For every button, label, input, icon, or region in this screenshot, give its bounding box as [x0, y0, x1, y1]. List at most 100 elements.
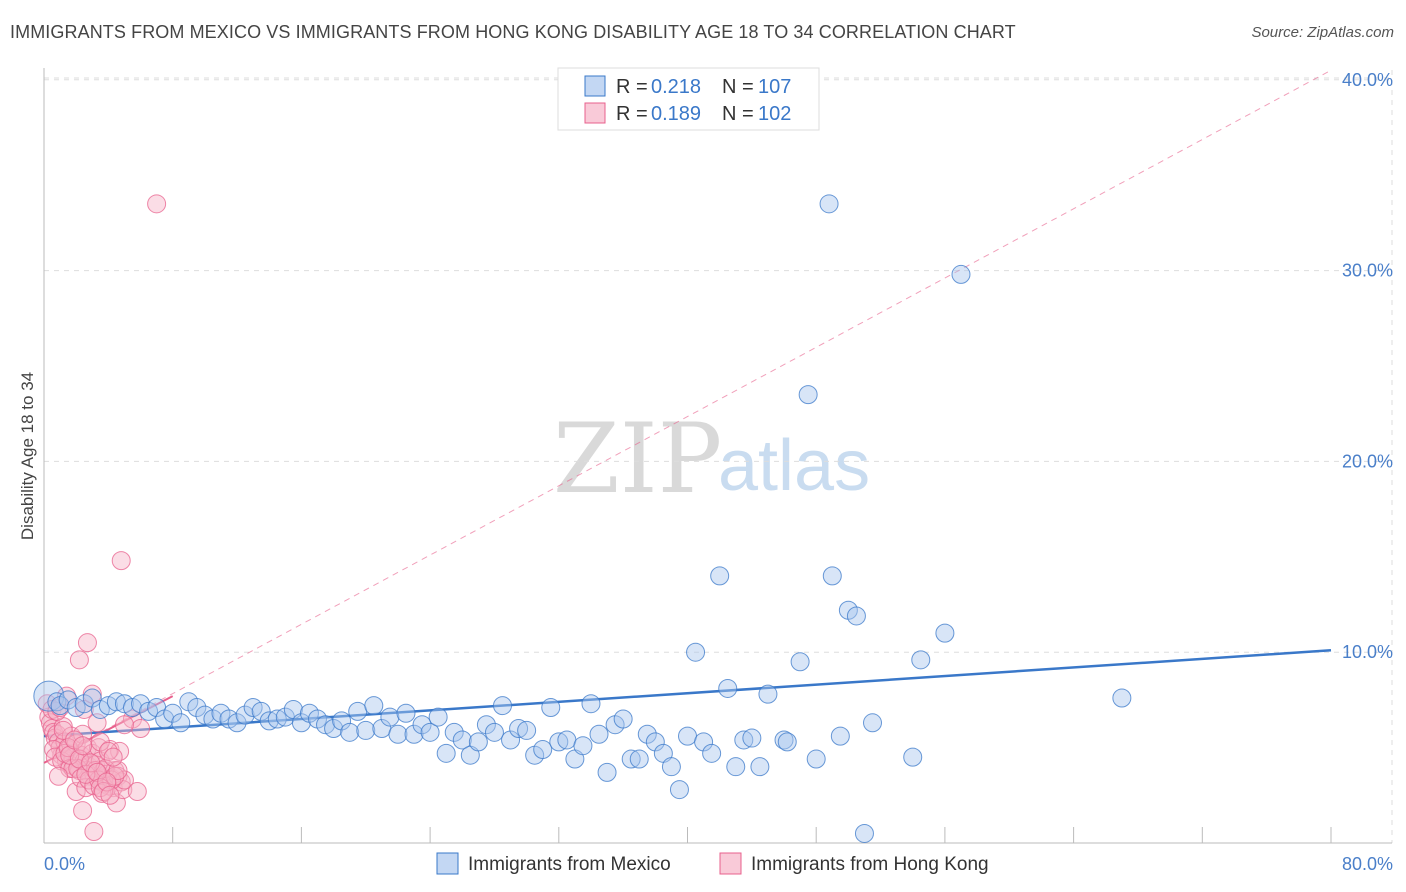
legend-r-value-hongkong: 0.189 — [651, 103, 701, 125]
trend-layer — [43, 69, 1332, 764]
x-tick-label: 0.0% — [44, 854, 85, 874]
hongkong-point — [48, 766, 68, 786]
mexico-point — [356, 720, 376, 740]
mexico-point — [267, 709, 287, 729]
mexico-point — [388, 724, 408, 744]
mexico-point — [790, 652, 810, 672]
mexico-point — [822, 566, 842, 586]
mexico-point — [734, 730, 754, 750]
mexico-point — [661, 757, 681, 777]
mexico-point — [863, 713, 883, 733]
mexico-point — [726, 757, 746, 777]
legend-r-label-mexico: R = — [616, 76, 648, 98]
hongkong-point — [69, 650, 89, 670]
legend-n-value-hongkong: 102 — [758, 103, 791, 125]
hongkong-point — [114, 715, 134, 735]
mexico-point — [613, 709, 633, 729]
mexico-point — [903, 747, 923, 767]
mexico-point — [581, 694, 601, 714]
mexico-point — [324, 719, 344, 739]
mexico-point — [452, 730, 472, 750]
mexico-point — [710, 566, 730, 586]
mexico-point — [163, 703, 183, 723]
mexico-point — [911, 650, 931, 670]
mexico-point — [436, 743, 456, 763]
mexico-point — [935, 623, 955, 643]
mexico-point — [501, 730, 521, 750]
mexico-point — [1112, 688, 1132, 708]
grid-layer — [44, 70, 1393, 843]
mexico-point — [573, 736, 593, 756]
y-tick-label: 30.0% — [1342, 261, 1393, 281]
legend-r-label-hongkong: R = — [616, 103, 648, 125]
series-swatch-mexico — [436, 852, 459, 875]
mexico-point — [742, 728, 762, 748]
mexico-point — [484, 722, 504, 742]
legend-n-label-mexico: N = — [722, 76, 754, 98]
mexico-point — [251, 701, 271, 721]
hongkong-point — [74, 699, 94, 719]
y-tick-label: 20.0% — [1342, 451, 1393, 471]
mexico-point — [404, 724, 424, 744]
hongkong-point — [100, 785, 120, 805]
hongkong-point — [77, 633, 97, 653]
mexico-point — [750, 757, 770, 777]
mexico-point — [718, 678, 738, 698]
chart-title: IMMIGRANTS FROM MEXICO VS IMMIGRANTS FRO… — [10, 22, 1016, 42]
mexico-point — [444, 722, 464, 742]
series-swatch-hongkong — [719, 852, 742, 875]
correlation-legend: R = 0.218 N = 107 R = 0.189 N = 102 — [557, 67, 820, 131]
legend-n-value-mexico: 107 — [758, 76, 791, 98]
mexico-point — [686, 642, 706, 662]
y-tick-label: 40.0% — [1342, 70, 1393, 90]
mexico-point — [557, 730, 577, 750]
x-tick-label: 80.0% — [1342, 854, 1393, 874]
mexico-point — [291, 713, 311, 733]
mexico-point — [819, 194, 839, 214]
watermark-zip: ZIP — [553, 403, 722, 515]
mexico-point — [951, 264, 971, 284]
legend-swatch-hongkong — [584, 102, 606, 124]
mexico-point — [259, 711, 279, 731]
mexico-point — [509, 719, 529, 739]
hongkong-point — [60, 745, 80, 765]
hongkong-point — [58, 738, 78, 758]
mexico-point — [476, 715, 496, 735]
mexico-point — [340, 722, 360, 742]
mexico-point — [235, 705, 255, 725]
hongkong-trend-extension — [43, 69, 1332, 764]
hongkong-point — [127, 781, 147, 801]
mexico-point — [227, 713, 247, 733]
mexico-point — [517, 720, 537, 740]
mexico-point — [758, 684, 778, 704]
mexico-point — [637, 724, 657, 744]
hongkong-point — [73, 736, 93, 756]
hongkong-point — [81, 753, 101, 773]
mexico-point — [468, 732, 488, 752]
y-axis-label: Disability Age 18 to 34 — [18, 372, 37, 540]
series-label-mexico: Immigrants from Mexico — [468, 854, 671, 875]
mexico-trend-line — [43, 649, 1332, 738]
mexico-point — [830, 726, 850, 746]
mexico-point — [629, 749, 649, 769]
mexico-point — [364, 696, 384, 716]
mexico-point — [694, 732, 714, 752]
series-legend: Immigrants from Mexico Immigrants from H… — [436, 852, 989, 875]
mexico-point — [131, 694, 151, 714]
mexico-point — [774, 730, 794, 750]
mexico-point — [420, 722, 440, 742]
watermark-atlas: atlas — [718, 426, 870, 506]
legend-r-value-mexico: 0.218 — [651, 76, 701, 98]
mexico-point — [777, 732, 797, 752]
chart-source: Source: ZipAtlas.com — [1251, 24, 1394, 41]
mexico-point — [678, 726, 697, 746]
mexico-point — [854, 823, 874, 843]
mexico-point — [621, 749, 641, 769]
mexico-point — [798, 385, 818, 405]
hongkong-point — [87, 762, 107, 782]
points-layer — [33, 194, 1132, 843]
mexico-point — [597, 762, 617, 782]
hongkong-point — [147, 194, 167, 214]
hongkong-point — [111, 551, 131, 571]
